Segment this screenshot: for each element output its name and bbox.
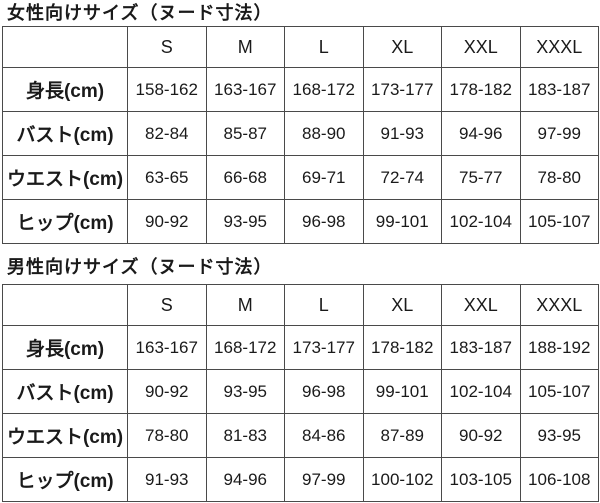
size-value-cell: 103-105 — [441, 457, 521, 502]
size-column-header: M — [205, 26, 285, 68]
size-value-cell: 163-167 — [205, 67, 285, 112]
measurement-row: ヒップ(cm) 90-92 93-95 96-98 99-101 102-104 105-1… — [2, 199, 599, 244]
corner-cell — [2, 26, 128, 68]
size-value-cell: 93-95 — [519, 413, 599, 458]
measurement-row: ウエスト(cm) 63-65 66-68 69-71 72-74 75-77 78-80 — [2, 155, 599, 200]
size-value-cell: 81-83 — [205, 413, 285, 458]
measurement-row: 身長(cm) 158-162 163-167 168-172 173-177 178-18… — [2, 67, 599, 112]
womens-size-title: 女性向けサイズ（ヌード寸法） — [7, 3, 273, 23]
size-value-cell: 87-89 — [362, 413, 442, 458]
mens-size-section: 男性向けサイズ（ヌード寸法） S M L XL XXL XXXL 身長(cm) 163-167… — [0, 244, 600, 502]
measurement-label: バスト(cm) — [2, 369, 128, 414]
measurement-row: ウエスト(cm) 78-80 81-83 84-86 87-89 90-92 93-95 — [2, 413, 599, 458]
measurement-label: ウエスト(cm) — [2, 155, 128, 200]
measurement-row: ヒップ(cm) 91-93 94-96 97-99 100-102 103-105 106-… — [2, 457, 599, 502]
size-column-header: XXXL — [519, 26, 599, 68]
measurement-row: バスト(cm) 90-92 93-95 96-98 99-101 102-104 105-1… — [2, 369, 599, 414]
size-value-cell: 168-172 — [205, 325, 285, 370]
size-header-row: S M L XL XXL XXXL — [2, 284, 599, 326]
womens-size-table: S M L XL XXL XXXL 身長(cm) 158-162 163-167 168-172 1… — [2, 26, 599, 244]
size-value-cell: 106-108 — [519, 457, 599, 502]
size-value-cell: 173-177 — [362, 67, 442, 112]
size-value-cell: 93-95 — [205, 369, 285, 414]
size-value-cell: 69-71 — [284, 155, 364, 200]
size-value-cell: 105-107 — [519, 369, 599, 414]
size-value-cell: 78-80 — [127, 413, 207, 458]
size-value-cell: 90-92 — [127, 369, 207, 414]
size-column-header: XXXL — [519, 284, 599, 326]
measurement-label: ヒップ(cm) — [2, 457, 128, 502]
size-value-cell: 97-99 — [284, 457, 364, 502]
mens-size-table: S M L XL XXL XXXL 身長(cm) 163-167 168-172 173-177 1… — [2, 284, 599, 502]
size-column-header: S — [127, 284, 207, 326]
size-column-header: L — [284, 26, 364, 68]
size-header-row: S M L XL XXL XXXL — [2, 26, 599, 68]
size-value-cell: 85-87 — [205, 111, 285, 156]
size-column-header: XXL — [441, 26, 521, 68]
measurement-label: バスト(cm) — [2, 111, 128, 156]
size-value-cell: 75-77 — [441, 155, 521, 200]
size-value-cell: 94-96 — [441, 111, 521, 156]
size-value-cell: 90-92 — [127, 199, 207, 244]
size-value-cell: 163-167 — [127, 325, 207, 370]
measurement-row: バスト(cm) 82-84 85-87 88-90 91-93 94-96 97-99 — [2, 111, 599, 156]
size-value-cell: 91-93 — [362, 111, 442, 156]
size-value-cell: 99-101 — [362, 199, 442, 244]
size-value-cell: 102-104 — [441, 369, 521, 414]
size-value-cell: 178-182 — [441, 67, 521, 112]
size-value-cell: 100-102 — [362, 457, 442, 502]
size-value-cell: 78-80 — [519, 155, 599, 200]
size-value-cell: 188-192 — [519, 325, 599, 370]
measurement-label: 身長(cm) — [2, 325, 128, 370]
size-value-cell: 82-84 — [127, 111, 207, 156]
size-value-cell: 93-95 — [205, 199, 285, 244]
size-value-cell: 102-104 — [441, 199, 521, 244]
size-value-cell: 158-162 — [127, 67, 207, 112]
size-column-header: L — [284, 284, 364, 326]
size-column-header: S — [127, 26, 207, 68]
size-value-cell: 63-65 — [127, 155, 207, 200]
size-value-cell: 183-187 — [519, 67, 599, 112]
size-column-header: XL — [362, 284, 442, 326]
measurement-row: 身長(cm) 163-167 168-172 173-177 178-182 183-18… — [2, 325, 599, 370]
size-value-cell: 173-177 — [284, 325, 364, 370]
size-value-cell: 84-86 — [284, 413, 364, 458]
size-value-cell: 96-98 — [284, 369, 364, 414]
size-column-header: XL — [362, 26, 442, 68]
size-value-cell: 91-93 — [127, 457, 207, 502]
size-value-cell: 168-172 — [284, 67, 364, 112]
size-value-cell: 105-107 — [519, 199, 599, 244]
size-value-cell: 90-92 — [441, 413, 521, 458]
size-column-header: M — [205, 284, 285, 326]
size-value-cell: 97-99 — [519, 111, 599, 156]
mens-size-title: 男性向けサイズ（ヌード寸法） — [7, 257, 273, 277]
size-value-cell: 94-96 — [205, 457, 285, 502]
womens-size-section: 女性向けサイズ（ヌード寸法） S M L XL XXL XXXL 身長(cm) 158-162… — [0, 0, 600, 244]
size-value-cell: 88-90 — [284, 111, 364, 156]
size-value-cell: 183-187 — [441, 325, 521, 370]
measurement-label: ヒップ(cm) — [2, 199, 128, 244]
size-value-cell: 99-101 — [362, 369, 442, 414]
measurement-label: 身長(cm) — [2, 67, 128, 112]
size-column-header: XXL — [441, 284, 521, 326]
size-value-cell: 66-68 — [205, 155, 285, 200]
size-value-cell: 72-74 — [362, 155, 442, 200]
corner-cell — [2, 284, 128, 326]
measurement-label: ウエスト(cm) — [2, 413, 128, 458]
size-value-cell: 178-182 — [362, 325, 442, 370]
size-value-cell: 96-98 — [284, 199, 364, 244]
